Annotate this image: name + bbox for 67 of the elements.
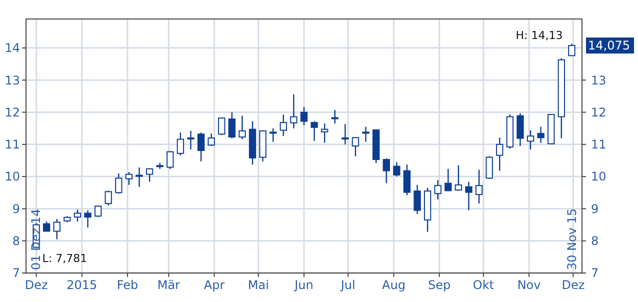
candlestick	[382, 158, 390, 184]
y2-tick-label: 12	[591, 105, 606, 120]
y-tick-label: 12	[4, 105, 20, 120]
y2-tick-label: 10	[591, 170, 606, 184]
y2-tick-label: 7	[591, 266, 599, 280]
candlestick	[290, 94, 298, 129]
candlestick	[259, 130, 266, 162]
y2-tick-label: 11	[591, 138, 606, 152]
candlestick	[444, 168, 452, 192]
candlestick	[280, 114, 287, 137]
candlestick	[414, 184, 421, 214]
annotation: 01 Dez 14	[29, 208, 43, 270]
candlestick	[115, 172, 122, 194]
candlestick	[208, 132, 215, 147]
candlestick	[424, 187, 432, 232]
x-tick-label: Sep	[428, 278, 451, 292]
candlestick	[454, 164, 462, 191]
candlestick	[310, 120, 318, 142]
candlestick	[362, 126, 370, 142]
y-tick-label: 13	[4, 73, 20, 88]
candlestick	[270, 128, 277, 142]
candlestick	[197, 132, 205, 162]
annotation: 14,075	[588, 38, 630, 53]
candlestick	[393, 161, 400, 178]
y-tick-label: 9	[12, 202, 20, 216]
candlestick	[53, 218, 60, 240]
candlestick	[300, 106, 308, 126]
y-tick-label: 14	[4, 41, 20, 56]
x-tick-label: Feb	[116, 278, 138, 292]
annotation: H: 14,13	[516, 28, 563, 42]
y-tick-label: 10	[4, 170, 20, 184]
x-tick-label: Jun	[294, 278, 314, 292]
candlestick	[537, 126, 544, 144]
y-tick-label: 11	[4, 138, 20, 152]
x-tick-label: Jul	[340, 278, 356, 292]
candlestick	[321, 122, 328, 144]
candlestick	[496, 137, 504, 172]
candlestick	[248, 120, 256, 166]
candlestick	[136, 166, 143, 188]
candlestick	[434, 179, 442, 200]
y2-tick-label: 8	[591, 234, 599, 248]
x-tick-label: Apr	[204, 278, 225, 292]
candlestick	[84, 210, 92, 228]
x-tick-label: Dez	[562, 278, 585, 292]
candlestick	[558, 58, 565, 139]
x-tick-label: Mai	[248, 278, 269, 292]
x-tick-label: Aug	[382, 278, 406, 292]
candlestick	[342, 124, 349, 145]
x-tick-label: Dez	[24, 278, 48, 292]
candlestick	[465, 181, 472, 211]
x-tick-label: Okt	[472, 278, 494, 292]
y2-tick-label: 9	[591, 202, 599, 216]
y-tick-label: 8	[12, 234, 20, 248]
y-tick-label: 7	[12, 266, 20, 280]
candlestick	[331, 109, 338, 124]
annotation: L: 7,781	[42, 252, 88, 265]
x-tick-label: Nov	[517, 278, 541, 292]
annotation: 30 Nov 15	[565, 208, 579, 270]
candlestick	[475, 169, 483, 204]
candlestick	[526, 130, 534, 150]
candlestick	[403, 164, 411, 196]
x-tick-label: 2015	[66, 278, 98, 292]
candlestick	[516, 112, 524, 147]
x-tick-label: Mär	[157, 278, 180, 292]
candlestick	[238, 115, 246, 140]
candlestick	[187, 130, 194, 150]
y2-tick-label: 13	[591, 73, 606, 88]
